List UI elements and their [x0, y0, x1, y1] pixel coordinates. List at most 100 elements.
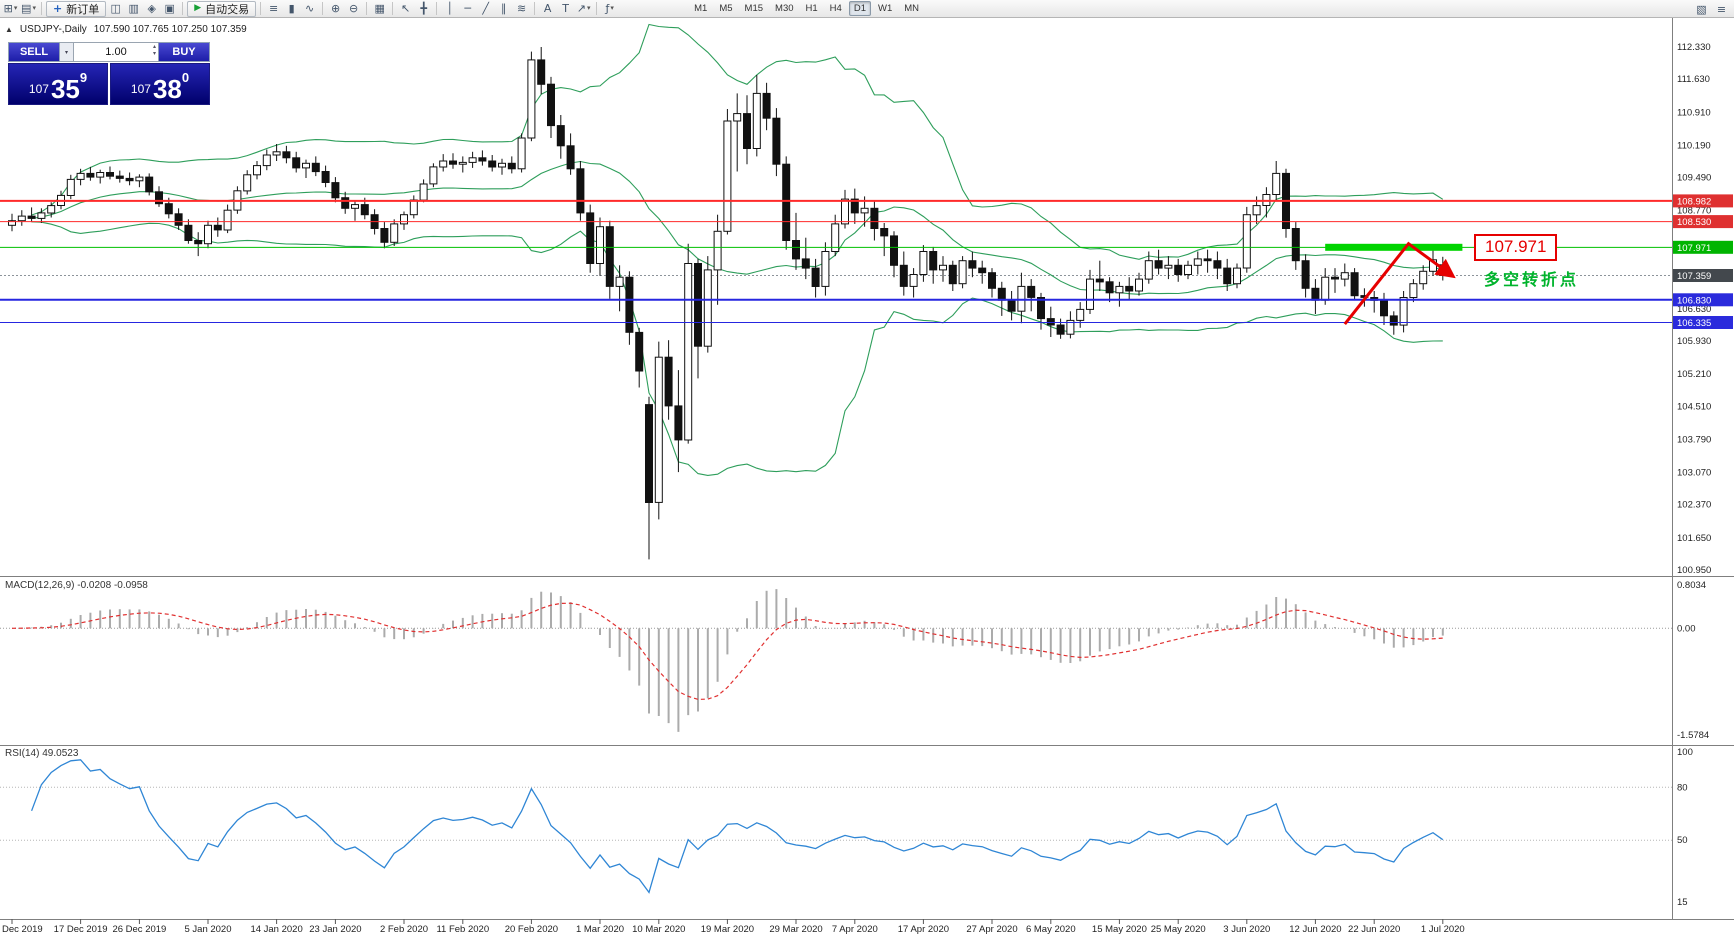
svg-text:80: 80 — [1677, 782, 1688, 793]
horizontal-lines — [0, 199, 1672, 324]
toolbar-separator — [534, 2, 536, 15]
rsi-label: RSI(14) 49.0523 — [5, 748, 79, 759]
toolbar-separator — [182, 2, 184, 15]
autotrading-button[interactable]: ▶ 自动交易 — [187, 0, 257, 17]
svg-text:105.930: 105.930 — [1677, 336, 1711, 347]
symbol-ohlc-line: ▲ USDJPY-,Daily 107.590 107.765 107.250 … — [5, 24, 247, 35]
buy-button[interactable]: BUY — [158, 42, 210, 62]
buy-price-big: 38 — [152, 74, 182, 104]
cursor-icon[interactable]: ↖ — [401, 2, 411, 15]
sell-price-sup: 9 — [79, 70, 88, 85]
channel-icon[interactable]: ∥ — [500, 2, 507, 15]
svg-text:106.830: 106.830 — [1677, 295, 1711, 306]
macd-panel — [0, 589, 1672, 732]
autotrading-label: 自动交易 — [205, 3, 250, 16]
svg-text:108.770: 108.770 — [1677, 206, 1711, 217]
svg-text:110.190: 110.190 — [1677, 140, 1711, 151]
indicators-icon[interactable]: ƒ ▾ — [605, 2, 614, 15]
zoom-out-icon[interactable]: ⊖ — [349, 2, 359, 15]
timeframe-m15[interactable]: M15 — [744, 3, 764, 14]
svg-text:103.790: 103.790 — [1677, 435, 1711, 446]
svg-text:17 Dec 2019: 17 Dec 2019 — [54, 924, 108, 935]
market-watch-icon[interactable]: ◫ — [110, 2, 121, 15]
timeframe-m5[interactable]: M5 — [719, 3, 733, 14]
new-chart-button[interactable]: ⊞ ▾ — [3, 2, 18, 15]
volume-input[interactable] — [89, 45, 143, 59]
order-type-dropdown[interactable]: ▾ — [60, 42, 74, 62]
svg-text:14 Jan 2020: 14 Jan 2020 — [250, 924, 302, 935]
svg-text:20 Feb 2020: 20 Feb 2020 — [505, 924, 558, 935]
svg-text:109.490: 109.490 — [1677, 173, 1711, 184]
svg-text:50: 50 — [1677, 835, 1688, 846]
rsi-panel — [0, 759, 1672, 894]
green-zone — [1325, 243, 1463, 251]
svg-text:27 Apr 2020: 27 Apr 2020 — [966, 924, 1017, 935]
svg-text:103.070: 103.070 — [1677, 468, 1711, 479]
one-click-trading-panel: SELL ▾ ▴ ▾ BUY 107 35 9 107 38 0 — [8, 42, 210, 105]
svg-text:105.210: 105.210 — [1677, 369, 1711, 380]
timeframe-h4[interactable]: H4 — [829, 3, 842, 14]
sell-price-big: 35 — [50, 74, 80, 104]
timeframe-d1[interactable]: D1 — [848, 1, 871, 16]
line-chart-icon[interactable]: ∿ — [305, 2, 315, 15]
svg-text:-1.5784: -1.5784 — [1677, 730, 1709, 741]
timeframe-w1[interactable]: W1 — [877, 3, 893, 14]
svg-text:23 Jan 2020: 23 Jan 2020 — [309, 924, 361, 935]
ohlc-values: 107.590 107.765 107.250 107.359 — [93, 24, 247, 35]
text-tool-icon[interactable]: A — [543, 2, 552, 15]
arrows-tool-icon[interactable]: ↗ ▾ — [576, 2, 591, 15]
data-window-icon[interactable]: ▥ — [128, 2, 139, 15]
svg-text:29 Mar 2020: 29 Mar 2020 — [769, 924, 822, 935]
text-label-icon[interactable]: T — [562, 2, 569, 15]
sell-price-main: 107 — [28, 82, 49, 96]
bar-chart-icon[interactable]: ≡ — [269, 2, 279, 15]
candles — [8, 47, 1447, 560]
vertical-line-icon[interactable]: │ — [446, 2, 453, 15]
buy-price-box[interactable]: 107 38 0 — [110, 63, 210, 105]
new-order-label: 新订单 — [66, 3, 100, 16]
tile-windows-icon[interactable]: ▦ — [374, 2, 385, 15]
svg-text:22 Jun 2020: 22 Jun 2020 — [1348, 924, 1400, 935]
volume-up-icon[interactable]: ▴ — [152, 44, 156, 50]
turning-point-label[interactable]: 多空转折点 — [1484, 272, 1580, 289]
window-layout-icon[interactable]: ▧ — [1696, 2, 1707, 16]
svg-text:106.630: 106.630 — [1677, 304, 1711, 315]
trendline-icon[interactable]: ╱ — [482, 2, 489, 15]
zoom-in-icon[interactable]: ⊕ — [331, 2, 341, 15]
volume-field: ▴ ▾ — [74, 42, 158, 62]
candlestick-chart-icon[interactable]: ▮ — [288, 2, 295, 15]
chart-profiles-button[interactable]: ▤ ▾ — [21, 2, 36, 15]
svg-text:2 Feb 2020: 2 Feb 2020 — [380, 924, 428, 935]
volume-steppers: ▴ ▾ — [153, 44, 156, 58]
sell-button[interactable]: SELL — [8, 42, 60, 62]
fibonacci-icon[interactable]: ≋ — [517, 2, 527, 15]
date-axis: Dec 2019 17 Dec 2019 26 Dec 2019 5 Jan 2020… — [2, 919, 1465, 935]
svg-text:Dec 2019: Dec 2019 — [2, 924, 43, 935]
one-click-collapse-icon[interactable]: ▲ — [5, 25, 13, 34]
timeframe-mn[interactable]: MN — [904, 3, 920, 14]
navigator-icon[interactable]: ◈ — [147, 2, 156, 15]
svg-text:108.530: 108.530 — [1677, 217, 1711, 228]
menu-icon[interactable]: ≡ — [1716, 2, 1727, 16]
svg-text:106.335: 106.335 — [1677, 318, 1711, 329]
price-callout[interactable]: 107.971 — [1474, 234, 1558, 261]
timeframe-m1[interactable]: M1 — [694, 3, 708, 14]
svg-text:1 Jul 2020: 1 Jul 2020 — [1421, 924, 1465, 935]
svg-text:107.359: 107.359 — [1677, 271, 1711, 282]
volume-down-icon[interactable]: ▾ — [152, 51, 156, 57]
svg-text:17 Apr 2020: 17 Apr 2020 — [898, 924, 949, 935]
timeframe-h1[interactable]: H1 — [805, 3, 818, 14]
new-order-button[interactable]: + 新订单 — [46, 0, 107, 17]
svg-text:12 Jun 2020: 12 Jun 2020 — [1289, 924, 1341, 935]
horizontal-line-icon[interactable]: ─ — [464, 2, 471, 15]
svg-text:7 Apr 2020: 7 Apr 2020 — [832, 924, 878, 935]
terminal-icon[interactable]: ▣ — [164, 2, 175, 15]
crosshair-icon[interactable]: ╋ — [420, 2, 427, 15]
toolbar-separator — [260, 2, 262, 15]
sell-price-box[interactable]: 107 35 9 — [8, 63, 108, 105]
svg-text:0.00: 0.00 — [1677, 623, 1696, 634]
timeframe-m30[interactable]: M30 — [775, 3, 794, 14]
svg-text:15 May 2020: 15 May 2020 — [1092, 924, 1147, 935]
